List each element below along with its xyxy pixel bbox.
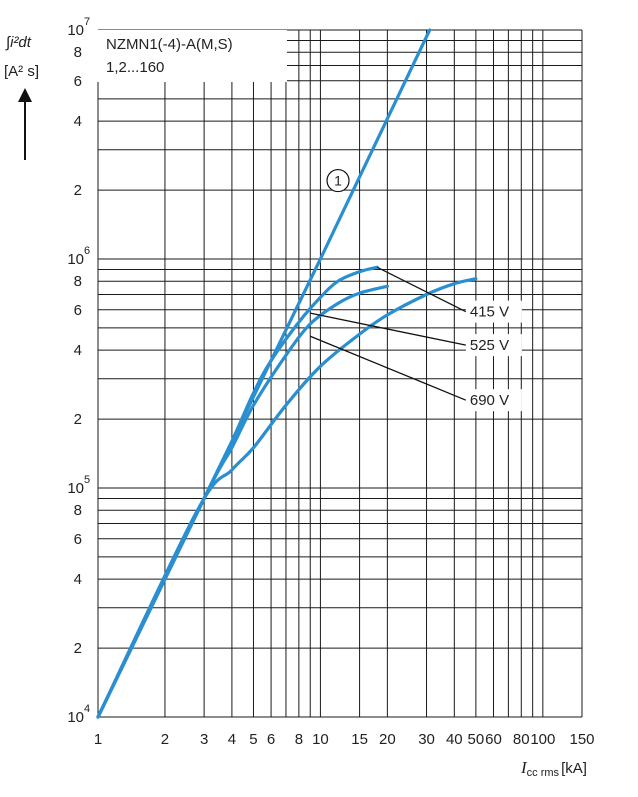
curve-marker-label: 1 bbox=[334, 173, 342, 189]
x-tick-label: 2 bbox=[161, 731, 169, 748]
annotation-label-690v: 690 V bbox=[470, 392, 509, 409]
y-axis-arrow-head-icon bbox=[18, 88, 32, 102]
annotation-label-bg bbox=[465, 300, 522, 323]
x-axis-label-subscript: cc rms bbox=[527, 767, 560, 779]
x-axis-label-unit: [kA] bbox=[561, 760, 587, 777]
annotation-label-bg bbox=[465, 389, 522, 412]
annotations-layer: 415 V 525 V 690 V 1 bbox=[309, 168, 522, 412]
series-curve-690v bbox=[96, 277, 478, 719]
x-tick-label: 10 bbox=[312, 731, 329, 748]
y-tick-label-power: 10 bbox=[67, 480, 84, 497]
chart-title-line-2: 1,2...160 bbox=[106, 59, 164, 76]
y-tick-label: 6 bbox=[74, 302, 82, 319]
y-axis-label-unit: [A² s] bbox=[4, 63, 39, 80]
curve-marker-circle bbox=[326, 168, 350, 193]
x-tick-label: 40 bbox=[446, 731, 463, 748]
annotation-label-525v: 525 V bbox=[470, 337, 509, 354]
annotation-label-bg bbox=[465, 334, 522, 357]
x-tick-label: 3 bbox=[200, 731, 208, 748]
x-tick-label: 100 bbox=[530, 731, 555, 748]
y-tick-label: 4 bbox=[74, 113, 82, 130]
grid-layer bbox=[97, 29, 583, 718]
curves-layer bbox=[96, 28, 478, 719]
annotation-leader-line bbox=[376, 266, 467, 313]
y-tick-label: 6 bbox=[74, 73, 82, 90]
y-tick-label-exponent: 7 bbox=[84, 16, 90, 28]
x-tick-label: 50 bbox=[468, 731, 485, 748]
x-axis-label-symbol: I bbox=[520, 758, 528, 777]
x-tick-label: 150 bbox=[569, 731, 594, 748]
y-tick-label: 2 bbox=[74, 182, 82, 199]
y-tick-label-power: 10 bbox=[67, 251, 84, 268]
y-tick-label-exponent: 6 bbox=[84, 245, 90, 257]
x-tick-label: 5 bbox=[249, 731, 257, 748]
y-tick-label: 8 bbox=[74, 502, 82, 519]
y-tick-label-power: 10 bbox=[67, 709, 84, 726]
x-tick-label: 20 bbox=[379, 731, 396, 748]
x-tick-label: 6 bbox=[267, 731, 275, 748]
chart-title-line-1: NZMN1(-4)-A(M,S) bbox=[106, 36, 233, 53]
y-tick-label: 2 bbox=[74, 640, 82, 657]
x-tick-label: 30 bbox=[418, 731, 435, 748]
y-tick-label-power: 10 bbox=[67, 22, 84, 39]
y-tick-label: 8 bbox=[74, 273, 82, 290]
x-tick-label: 1 bbox=[94, 731, 102, 748]
y-tick-label: 2 bbox=[74, 411, 82, 428]
annotation-label-415v: 415 V bbox=[470, 304, 509, 321]
series-curve-525v bbox=[96, 284, 389, 719]
x-axis-label: Icc rms [kA] bbox=[520, 758, 587, 779]
y-tick-label: 4 bbox=[74, 342, 82, 359]
y-axis-label-integral: ∫i²dt bbox=[5, 34, 32, 51]
y-tick-label-exponent: 4 bbox=[84, 703, 90, 715]
y-tick-label: 8 bbox=[74, 44, 82, 61]
annotation-leader-line bbox=[310, 312, 467, 346]
y-tick-label: 6 bbox=[74, 531, 82, 548]
x-tick-label: 80 bbox=[513, 731, 530, 748]
x-tick-label: 60 bbox=[485, 731, 502, 748]
title-box bbox=[97, 30, 287, 82]
annotation-leader-line bbox=[309, 335, 467, 401]
x-tick-label: 15 bbox=[351, 731, 368, 748]
x-tick-label: 8 bbox=[295, 731, 303, 748]
y-tick-label-exponent: 5 bbox=[84, 474, 90, 486]
x-tick-label: 4 bbox=[228, 731, 236, 748]
y-tick-label: 4 bbox=[74, 571, 82, 588]
series-curve-415v bbox=[96, 265, 379, 719]
